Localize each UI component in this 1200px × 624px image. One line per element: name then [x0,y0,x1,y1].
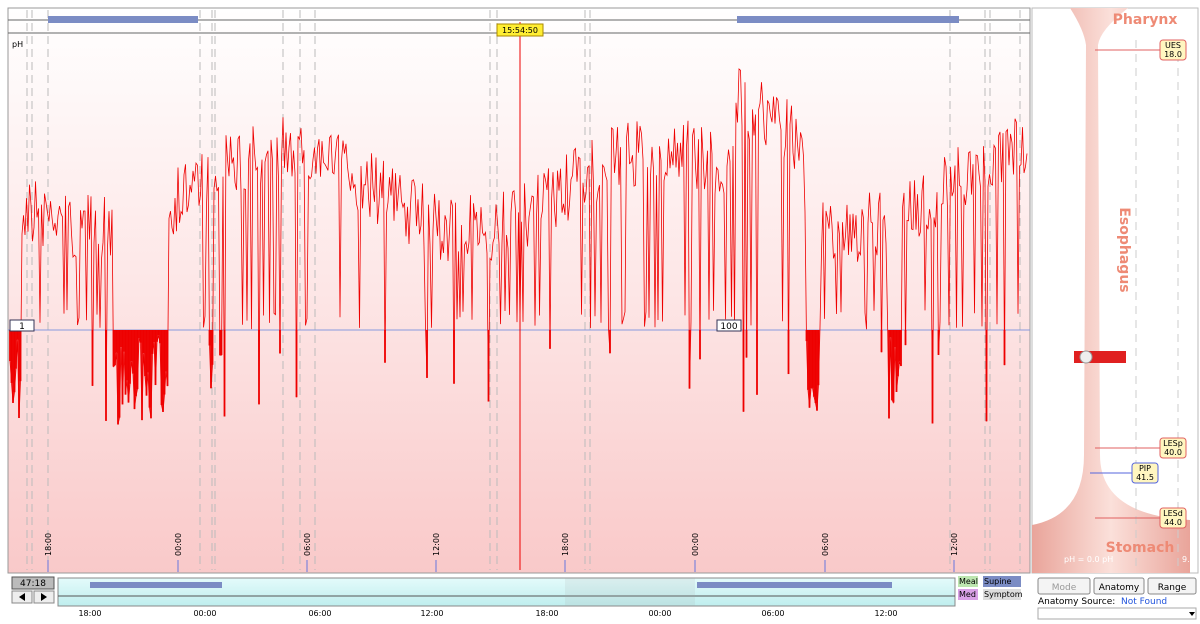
legend-label: Symptom [984,590,1023,599]
time-label: 12:00 [432,533,441,556]
time-label: 18:00 [561,533,570,556]
cursor-time: 15:54:50 [502,26,538,35]
acid-fill [212,330,214,365]
overview-time-label: 12:00 [420,609,443,618]
acid-fill [224,330,226,416]
marker-label: PIP [1139,464,1151,473]
overview-time-label: 18:00 [78,609,101,618]
marker-value: 40.0 [1164,448,1182,457]
chart-area [8,8,1030,573]
time-label: 00:00 [174,533,183,556]
acid-fill [986,330,988,421]
time-label: 18:00 [44,533,53,556]
acid-fill [384,330,386,363]
legend-label: Meal [959,577,978,586]
source-dropdown[interactable] [1038,608,1196,619]
acid-fill [938,330,940,355]
threshold-label: 100 [720,322,737,332]
marker-value: 44.0 [1164,518,1182,527]
legend-label: Supine [984,577,1012,586]
acid-fill [221,330,223,355]
ph-readout: pH = 0.0 pH [1064,555,1113,564]
overview-time-label: 00:00 [193,609,216,618]
scale-max: 9.0 [1182,555,1195,564]
page: pH 15:54:50 1 100 18:00 00:00 06:00 12:00 18… [0,0,1200,620]
acid-fill [699,330,701,359]
button-label: Anatomy [1099,583,1140,593]
acid-fill [453,330,455,384]
acid-fill [92,330,94,386]
acid-fill [488,330,490,402]
button-label: Mode [1052,583,1077,593]
acid-fill [905,330,907,345]
acid-fill [258,330,260,404]
view-window [565,578,695,606]
acid-fill [1004,330,1006,365]
acid-fill [167,330,169,386]
acid-fill [549,330,551,349]
supine-bar [48,16,198,23]
overview-time-label: 06:00 [761,609,784,618]
duration: 47:18 [20,579,46,589]
acid-fill [689,330,691,389]
overview-time-label: 00:00 [648,609,671,618]
overview-time-label: 12:00 [874,609,897,618]
source-value: Not Found [1121,597,1167,607]
marker-value: 18.0 [1164,50,1182,59]
marker-label: UES [1165,41,1181,50]
acid-fill [137,330,139,389]
overview-time-label: 18:00 [535,609,558,618]
acid-fill [746,330,748,358]
acid-fill [609,330,611,353]
time-label: 06:00 [303,533,312,556]
supine-bar [90,582,222,588]
marker-label: LESd [1163,509,1183,518]
supine-bar [697,582,892,588]
time-label: 00:00 [691,533,700,556]
region-label: Stomach [1106,540,1175,556]
region-label: Pharynx [1113,12,1178,28]
source-label: Anatomy Source: [1038,597,1115,607]
anatomy-panel [1032,8,1198,573]
acid-fill [105,330,107,421]
axis-label: pH [12,40,23,49]
acid-fill [788,330,790,374]
acid-fill [20,330,22,381]
region-label: Esophagus [1116,207,1132,292]
acid-fill [932,330,934,423]
probe-sensor [1080,351,1092,363]
time-label: 06:00 [821,533,830,556]
acid-fill [756,330,758,395]
acid-fill [296,330,298,397]
marker-value: 41.5 [1136,473,1154,482]
overview-time-label: 06:00 [308,609,331,618]
acid-fill [426,330,428,378]
button-label: Range [1158,583,1187,593]
legend-label: Med [959,590,976,599]
supine-bar [737,16,959,23]
marker-label: LESp [1163,439,1183,448]
acid-fill [900,330,902,366]
acid-fill [888,330,890,418]
acid-fill [818,330,820,385]
app: pH 15:54:50 1 100 18:00 00:00 06:00 12:00 18… [0,0,1200,620]
time-label: 12:00 [950,533,959,556]
acid-fill [279,330,281,353]
acid-fill [881,330,883,352]
threshold-label: 1 [19,322,25,332]
acid-fill [743,330,745,412]
